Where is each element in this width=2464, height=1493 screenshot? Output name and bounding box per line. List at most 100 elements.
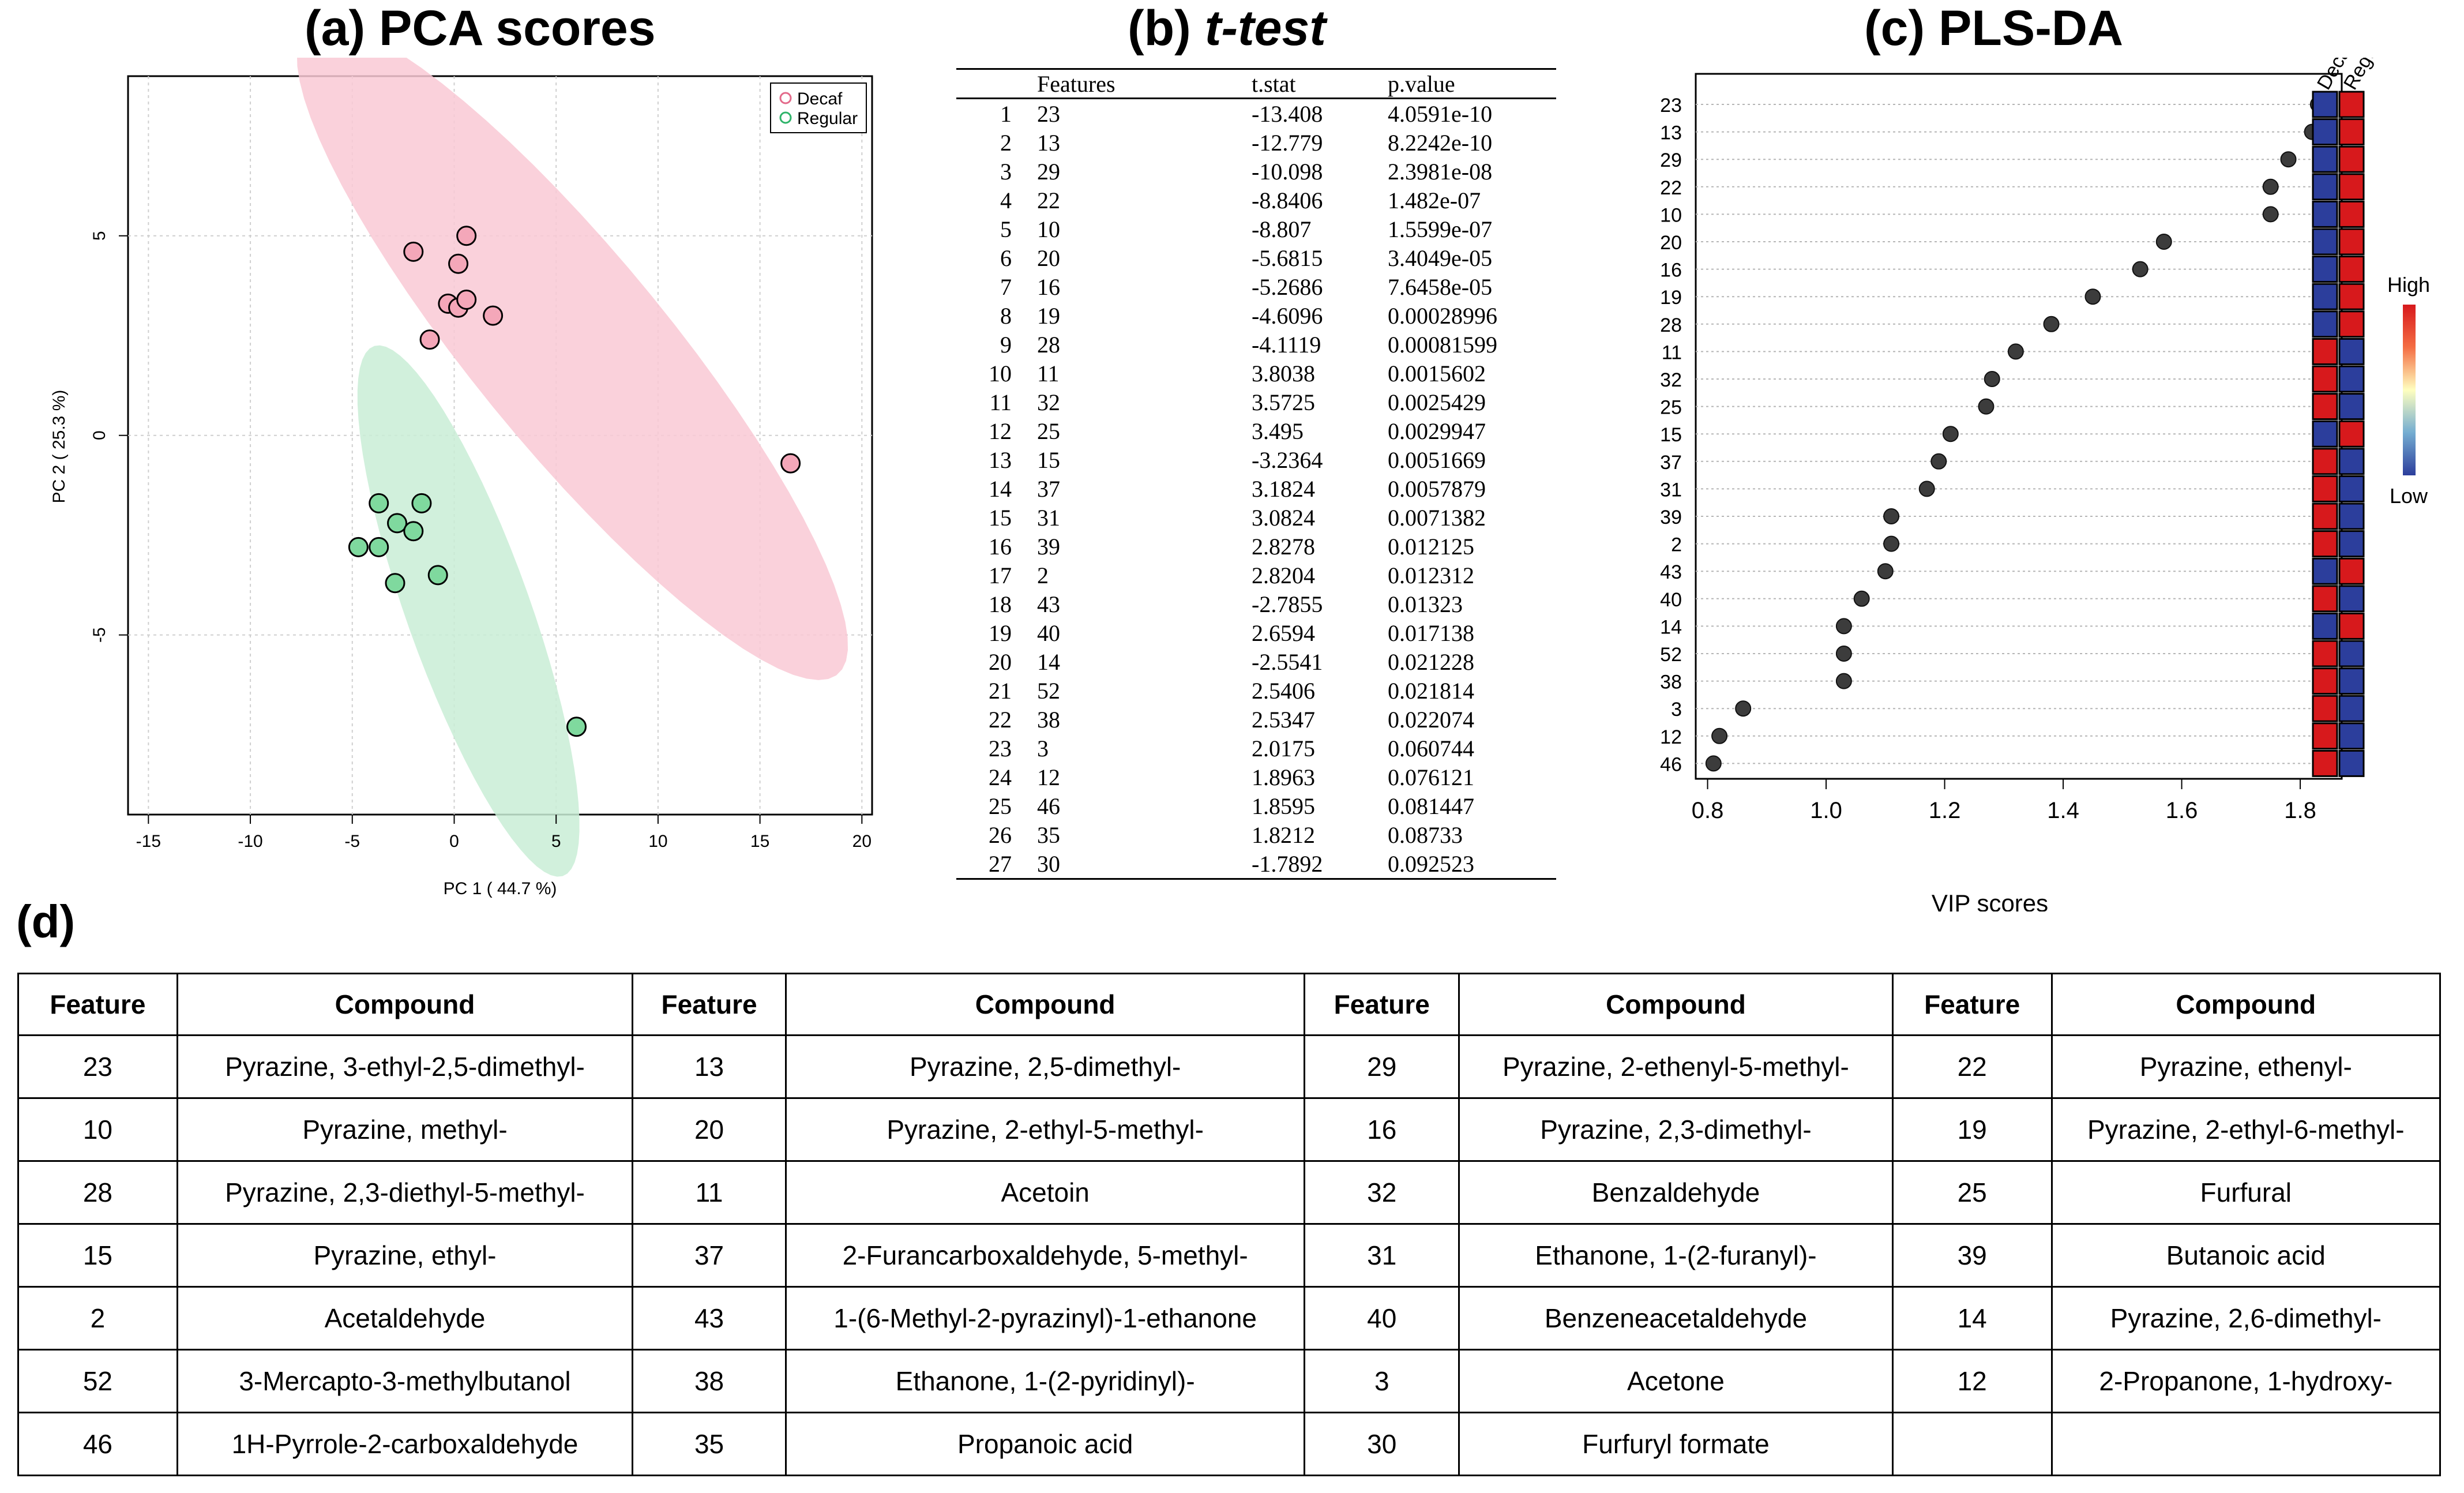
ttest-feature-cell: 28 (1037, 331, 1060, 358)
feature-id-cell: 13 (632, 1034, 787, 1099)
feature-id-cell: 39 (1891, 1223, 2053, 1288)
vip-point (1877, 563, 1894, 580)
ttest-tstat-cell: 3.1824 (1252, 475, 1315, 502)
ttest-tstat-cell: 2.8204 (1252, 562, 1315, 588)
feature-id-cell: 22 (1891, 1034, 2053, 1099)
compound-name-cell: Pyrazine, 3-ethyl-2,5-dimethyl- (176, 1034, 634, 1099)
ttest-row: 15 31 3.0824 0.0071382 (956, 503, 1556, 532)
feature-id-cell: 2 (17, 1286, 178, 1351)
vip-feature-label: 28 (1660, 314, 1682, 336)
vip-point (1984, 371, 2000, 387)
feature-id-cell: 10 (17, 1097, 178, 1162)
ttest-tstat-cell: 3.495 (1252, 418, 1304, 444)
vip-xtick-label: 0.8 (1692, 798, 1724, 823)
pca-y-axis-label: PC 2 ( 25.3 %) (50, 390, 69, 504)
heatmap-cell-decaf (2312, 337, 2338, 365)
vip-feature-label: 20 (1660, 232, 1682, 254)
vip-feature-label: 15 (1660, 424, 1682, 446)
ttest-tstat-cell: -5.6815 (1252, 245, 1323, 271)
vip-point (1705, 755, 1722, 772)
ttest-feature-cell: 19 (1037, 302, 1060, 329)
feature-id-cell: 12 (1891, 1349, 2053, 1413)
vip-feature-label: 39 (1660, 507, 1682, 528)
vip-feature-label: 11 (1662, 342, 1682, 363)
heatmap-cell-decaf (2312, 749, 2338, 777)
compound-name-cell: Pyrazine, ethenyl- (2050, 1034, 2442, 1099)
ttest-pvalue-cell: 0.01323 (1388, 591, 1463, 617)
ttest-pvalue-cell: 2.3981e-08 (1388, 158, 1493, 185)
ttest-index-cell: 11 (989, 389, 1012, 415)
ttest-tstat-cell: 1.8963 (1252, 764, 1315, 790)
ttest-index-cell: 4 (1000, 187, 1012, 213)
ttest-row: 8 19 -4.6096 0.00028996 (956, 301, 1556, 330)
ttest-index-cell: 19 (989, 620, 1012, 646)
ttest-row: 7 16 -5.2686 7.6458e-05 (956, 272, 1556, 301)
ttest-pvalue-cell: 7.6458e-05 (1388, 273, 1493, 300)
ttest-tstat-cell: 1.8212 (1252, 821, 1315, 848)
pca-point-decaf (483, 305, 504, 326)
feature-id-cell: 46 (17, 1412, 178, 1476)
heatmap-cell-decaf (2312, 612, 2338, 640)
ttest-index-cell: 12 (989, 418, 1012, 444)
ttest-tstat-cell: 2.5347 (1252, 706, 1315, 733)
ttest-index-cell: 14 (989, 475, 1012, 502)
ttest-pvalue-cell: 4.0591e-10 (1388, 100, 1493, 127)
ttest-tstat-cell: -13.408 (1252, 100, 1323, 127)
compound-name-cell: 2-Propanone, 1-hydroxy- (2050, 1349, 2442, 1413)
compound-name-cell: Acetaldehyde (176, 1286, 634, 1351)
compound-name-cell: Benzeneacetaldehyde (1458, 1286, 1894, 1351)
plsda-title: (c) PLS-DA (1864, 1, 2124, 56)
heatmap-cell-regular (2338, 256, 2365, 283)
heatmap-cell-regular (2338, 585, 2365, 613)
vip-feature-label: 43 (1660, 561, 1682, 583)
ttest-row: 16 39 2.8278 0.012125 (956, 532, 1556, 561)
ttest-tstat-cell: -8.807 (1252, 216, 1312, 242)
ttest-feature-cell: 22 (1037, 187, 1060, 213)
heatmap-cell-regular (2338, 530, 2365, 558)
compound-name-cell: Pyrazine, 2,3-diethyl-5-methyl- (176, 1160, 634, 1225)
compound-name-cell: Pyrazine, 2-ethyl-6-methyl- (2050, 1097, 2442, 1162)
pca-xtick-label: 5 (551, 832, 561, 851)
pca-point-decaf (456, 289, 477, 310)
heatmap-cell-regular (2338, 640, 2365, 667)
vip-feature-label: 12 (1660, 726, 1682, 748)
ttest-index-cell: 9 (1000, 331, 1012, 358)
vip-point (1835, 618, 1852, 635)
pca-xtick-label: 0 (449, 832, 459, 851)
heatmap-cell-regular (2338, 393, 2365, 421)
ttest-feature-cell: 23 (1037, 100, 1060, 127)
pca-point-regular (387, 513, 408, 534)
vip-feature-label: 40 (1660, 589, 1682, 611)
ttest-index-cell: 15 (989, 504, 1012, 531)
heatmap-cell-regular (2338, 310, 2365, 338)
pca-point-regular (385, 573, 405, 594)
compound-name-cell: Pyrazine, 2-ethenyl-5-methyl- (1458, 1034, 1894, 1099)
ttest-pvalue-cell: 0.021814 (1388, 677, 1474, 704)
ttest-row: 26 35 1.8212 0.08733 (956, 820, 1556, 849)
heatmap-cell-decaf (2312, 530, 2338, 558)
header-compound-4: Compound (2050, 973, 2442, 1036)
heatmap-cell-decaf (2312, 393, 2338, 421)
heatmap-cell-decaf (2312, 667, 2338, 695)
ttest-row: 25 46 1.8595 0.081447 (956, 791, 1556, 820)
heatmap-cell-decaf (2312, 145, 2338, 173)
pca-point-regular (348, 537, 369, 557)
heatmap-cell-decaf (2312, 722, 2338, 750)
compound-row: 23 Pyrazine, 3-ethyl-2,5-dimethyl- 13 Pyraz… (17, 1034, 2442, 1099)
pca-ytick-label: -5 (90, 627, 109, 643)
feature-id-cell: 37 (632, 1223, 787, 1288)
feature-id-cell: 29 (1304, 1034, 1460, 1099)
compound-name-cell: 2-Furancarboxaldehyde, 5-methyl- (784, 1223, 1306, 1288)
ttest-index-cell: 22 (989, 706, 1012, 733)
ttest-feature-cell: 35 (1037, 821, 1060, 848)
feature-id-cell: 31 (1304, 1223, 1460, 1288)
heatmap-cell-decaf (2312, 365, 2338, 393)
feature-id-cell: 28 (17, 1160, 178, 1225)
compound-name-cell: Furfuryl formate (1458, 1412, 1894, 1476)
header-feature-2: Feature (632, 973, 787, 1036)
feature-id-cell: 14 (1891, 1286, 2053, 1351)
ttest-tstat-cell: -12.779 (1252, 129, 1323, 156)
compound-name-cell: Pyrazine, 2,3-dimethyl- (1458, 1097, 1894, 1162)
vip-feature-label: 38 (1660, 672, 1682, 693)
pca-point-decaf (780, 453, 801, 474)
